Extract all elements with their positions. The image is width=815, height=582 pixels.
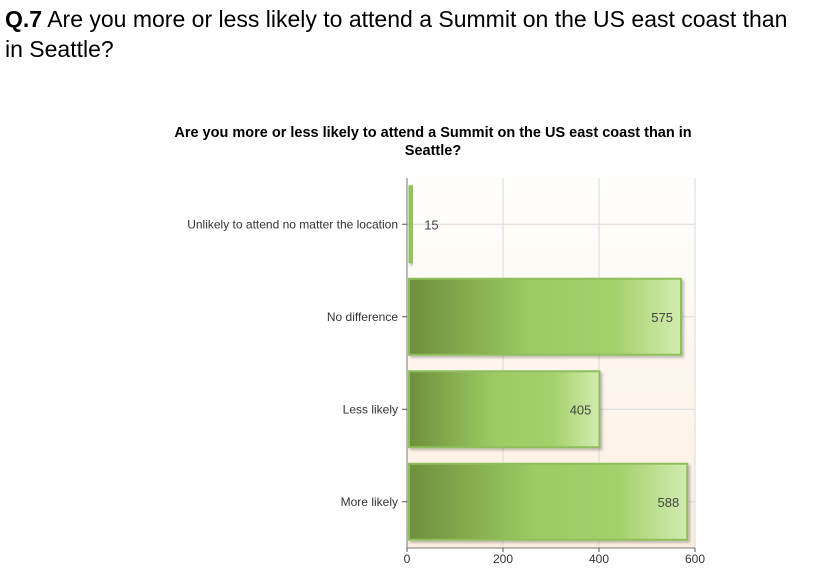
category-label: Less likely (343, 402, 398, 416)
question-number: Q.7 (5, 6, 43, 32)
question-heading: Q.7 Are you more or less likely to atten… (5, 4, 805, 64)
value-label: 588 (658, 495, 680, 510)
category-label: More likely (341, 495, 398, 509)
question-text: Are you more or less likely to attend a … (5, 6, 788, 62)
x-tick-label: 600 (685, 552, 705, 566)
value-label: 575 (651, 310, 673, 325)
chart-title: Are you more or less likely to attend a … (174, 125, 692, 159)
category-label: No difference (327, 310, 398, 324)
bar (408, 370, 601, 449)
bar (408, 185, 414, 264)
bar (408, 277, 682, 356)
x-tick-label: 400 (589, 552, 609, 566)
x-tick-label: 200 (493, 552, 513, 566)
value-label: 15 (424, 217, 438, 232)
value-label: 405 (570, 402, 592, 417)
bar (408, 462, 689, 541)
category-label: Unlikely to attend no matter the locatio… (187, 217, 398, 231)
x-tick-label: 0 (404, 552, 411, 566)
